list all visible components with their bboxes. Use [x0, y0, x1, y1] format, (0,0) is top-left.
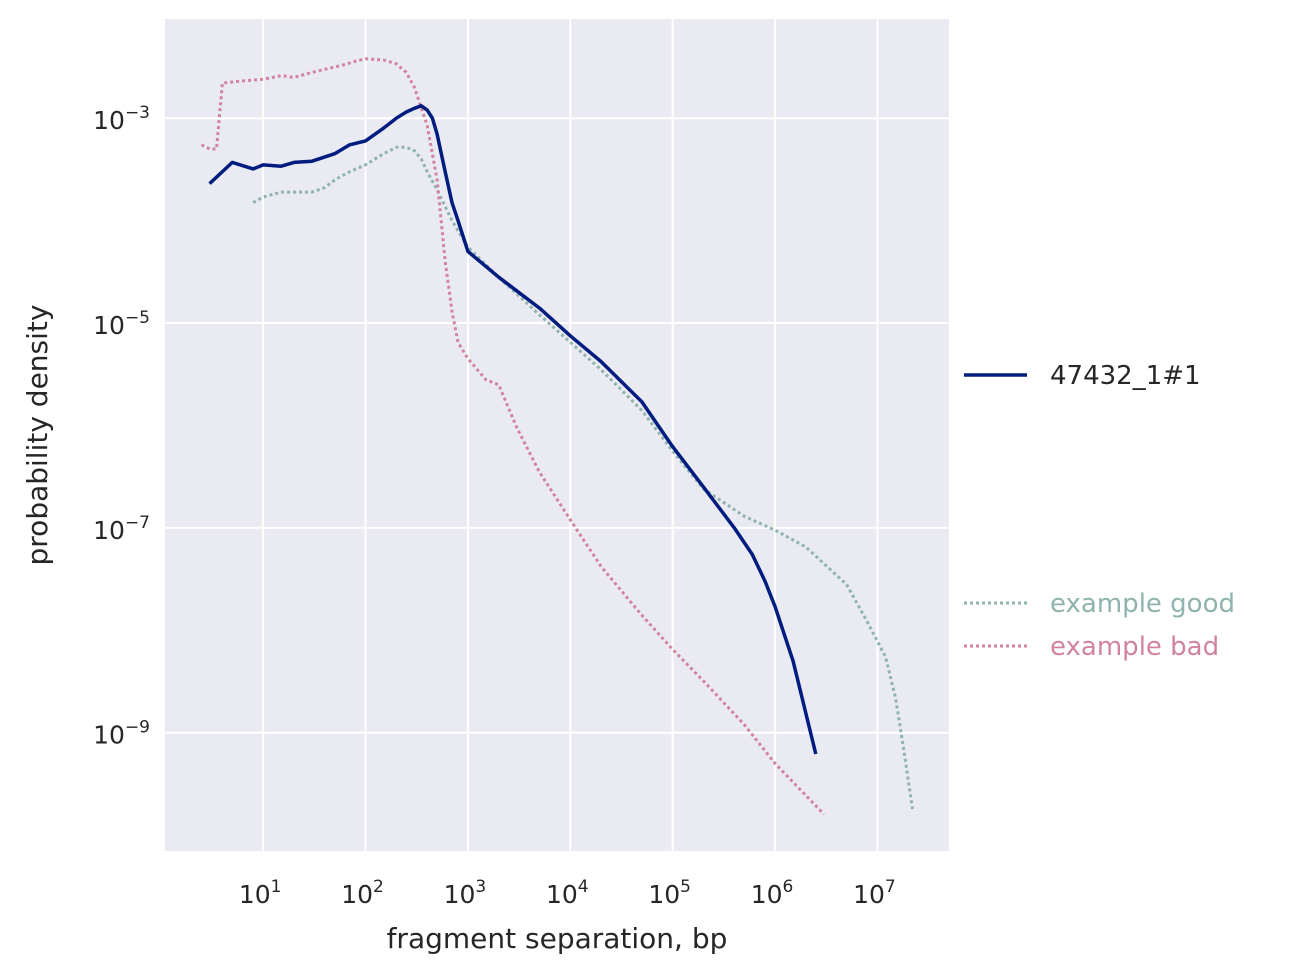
x-tick-base: 10: [444, 880, 476, 909]
x-tick-exponent: 2: [373, 877, 384, 897]
x-tick-exponent: 1: [271, 877, 282, 897]
x-tick-label: 104: [546, 877, 589, 909]
y-axis-label: probability density: [21, 305, 54, 566]
x-tick-base: 10: [546, 880, 578, 909]
x-tick-label: 103: [444, 877, 487, 909]
y-tick-label: 10−9: [93, 718, 150, 750]
series-line-example-good: [252, 145, 914, 810]
y-tick-label: 10−7: [93, 513, 150, 545]
y-tick-exponent: −5: [125, 308, 150, 328]
x-tick-base: 10: [341, 880, 373, 909]
x-tick-exponent: 4: [578, 877, 589, 897]
x-tick-exponent: 7: [885, 877, 896, 897]
y-tick-base: 10: [93, 106, 125, 135]
y-tick-base: 10: [93, 516, 125, 545]
x-tick-label: 101: [239, 877, 282, 909]
x-tick-base: 10: [239, 880, 271, 909]
y-tick-exponent: −7: [125, 513, 150, 533]
x-tick-label: 102: [341, 877, 384, 909]
y-tick-labels: 10−310−510−710−9: [93, 103, 150, 750]
y-tick-label: 10−3: [93, 103, 150, 135]
y-tick-exponent: −3: [125, 103, 150, 123]
x-axis-label: fragment separation, bp: [387, 922, 728, 955]
x-tick-exponent: 3: [475, 877, 486, 897]
x-tick-labels: 101 102 103 104 105 106 107: [239, 877, 896, 909]
series-line-example-bad: [200, 57, 825, 816]
series-line-47432-1-1: [208, 104, 818, 755]
plot-background: [165, 19, 949, 851]
x-tick-label: 105: [648, 877, 691, 909]
series-layer: [200, 57, 914, 816]
y-tick-base: 10: [93, 721, 125, 750]
x-tick-base: 10: [853, 880, 885, 909]
legend-label: 47432_1#1: [1050, 361, 1201, 391]
legend-label: example bad: [1050, 632, 1219, 662]
x-tick-base: 10: [648, 880, 680, 909]
x-tick-label: 106: [751, 877, 794, 909]
y-tick-base: 10: [93, 311, 125, 340]
legend-label: example good: [1050, 589, 1235, 619]
y-tick-label: 10−5: [93, 308, 150, 340]
x-tick-base: 10: [751, 880, 783, 909]
x-tick-label: 107: [853, 877, 896, 909]
x-tick-exponent: 5: [680, 877, 691, 897]
x-tick-exponent: 6: [783, 877, 794, 897]
y-tick-exponent: −9: [125, 718, 150, 738]
